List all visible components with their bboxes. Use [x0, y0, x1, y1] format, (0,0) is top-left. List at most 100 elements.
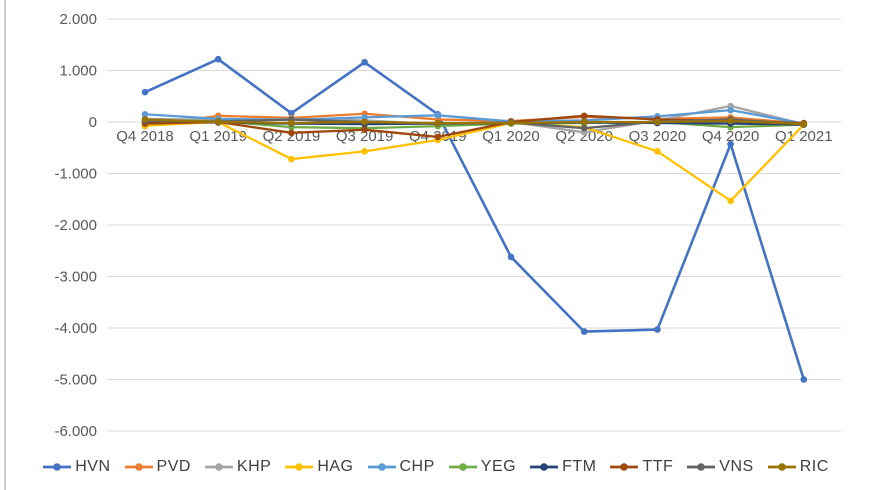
legend-marker-dot — [697, 463, 706, 471]
gridlines — [107, 18, 841, 432]
x-axis-tick-label: Q1 2021 — [775, 128, 833, 145]
data-point-chp — [141, 110, 149, 118]
legend-label: FTM — [562, 458, 597, 475]
legend-marker-dot — [295, 463, 304, 471]
x-axis-tick-label: Q4 2020 — [702, 128, 760, 145]
data-point-hvn — [141, 88, 149, 96]
data-point-hvn — [361, 58, 368, 66]
data-point-ric — [800, 120, 808, 128]
legend-marker-chp — [367, 463, 396, 471]
legend-marker-khp — [204, 463, 233, 471]
legend-label: KHP — [236, 458, 272, 475]
legend-item-ric[interactable]: RIC — [767, 458, 829, 476]
x-axis-tick-label: Q3 2020 — [629, 128, 687, 145]
data-point-ttf — [434, 133, 442, 141]
data-point-ric — [141, 116, 149, 123]
chart-legend: HVN PVD KHP HAG CHP YEG FTM TTF VNS RIC — [0, 451, 871, 483]
legend-item-khp[interactable]: KHP — [204, 458, 271, 476]
data-point-hag — [288, 155, 295, 163]
legend-item-hvn[interactable]: HVN — [42, 458, 110, 476]
data-point-chp — [434, 112, 442, 119]
series-hvn — [141, 55, 808, 383]
y-axis-tick-label: -2.000 — [54, 217, 97, 234]
data-point-ric — [434, 119, 442, 127]
data-point-hvn — [507, 253, 515, 261]
window-edge-line — [4, 0, 6, 490]
legend-item-chp[interactable]: CHP — [367, 458, 435, 476]
data-point-ric — [214, 118, 222, 126]
legend-label: TTF — [642, 458, 674, 475]
y-axis-tick-label: 2.000 — [59, 11, 97, 28]
data-point-ric — [727, 117, 734, 125]
data-point-hvn — [654, 326, 661, 333]
data-point-hvn — [580, 328, 588, 335]
legend-item-hag[interactable]: HAG — [284, 458, 353, 476]
data-point-hvn — [727, 140, 734, 148]
y-axis-labels: 2.000 1.000 0 -1.000 -2.000 -3.000 -4.000 -5.00… — [54, 11, 97, 440]
legend-marker-yeg — [448, 463, 477, 471]
legend-label: RIC — [799, 458, 829, 475]
y-axis-tick-label: 0 — [89, 114, 97, 131]
data-point-ttf — [361, 126, 368, 134]
legend-item-ttf[interactable]: TTF — [609, 458, 673, 476]
data-point-hvn — [214, 55, 222, 63]
legend-marker-dot — [134, 463, 143, 471]
legend-marker-dot — [458, 463, 467, 471]
y-axis-tick-label: -3.000 — [54, 269, 97, 286]
y-axis-tick-label: 1.000 — [59, 63, 97, 80]
y-axis-tick-label: -5.000 — [54, 372, 97, 389]
legend-marker-vns — [687, 463, 716, 471]
data-point-ric — [288, 119, 295, 127]
data-point-ttf — [580, 112, 588, 120]
legend-item-vns[interactable]: VNS — [686, 458, 753, 476]
plot-area: 2.000 1.000 0 -1.000 -2.000 -3.000 -4.000 -5.00… — [54, 11, 841, 440]
data-point-chp — [727, 106, 734, 114]
legend-label: YEG — [480, 458, 517, 475]
legend-label: VNS — [719, 458, 754, 475]
legend-label: PVD — [156, 458, 191, 475]
legend-item-ftm[interactable]: FTM — [529, 458, 596, 476]
series-ric — [141, 116, 808, 128]
x-axis-tick-label: Q1 2019 — [189, 128, 247, 145]
x-axis-tick-label: Q1 2020 — [482, 128, 540, 145]
series-line-ric — [143, 118, 805, 126]
legend-marker-dot — [540, 463, 548, 471]
data-point-hag — [361, 148, 368, 155]
y-axis-tick-label: -1.000 — [54, 166, 97, 183]
data-point-hag — [654, 148, 661, 155]
legend-marker-pvd — [124, 463, 153, 471]
legend-item-yeg[interactable]: YEG — [448, 458, 516, 476]
series-line-hvn — [143, 57, 806, 381]
legend-marker-dot — [777, 463, 786, 471]
legend-marker-dot — [53, 463, 62, 471]
legend-marker-ftm — [530, 463, 559, 471]
data-point-hag — [727, 197, 734, 205]
data-point-hvn — [800, 376, 808, 383]
y-axis-tick-label: -4.000 — [54, 320, 97, 337]
data-point-hvn — [288, 109, 295, 117]
data-point-vns — [580, 124, 588, 132]
data-point-ttf — [288, 129, 295, 137]
series-line-hag — [143, 120, 805, 202]
data-point-chp — [361, 114, 368, 121]
legend-item-pvd[interactable]: PVD — [124, 458, 191, 476]
legend-marker-ttf — [610, 463, 639, 471]
legend-marker-ric — [767, 463, 796, 471]
legend-marker-dot — [215, 463, 223, 471]
data-point-ric — [654, 118, 661, 126]
y-axis-tick-label: -6.000 — [54, 423, 97, 440]
x-axis-tick-label: Q4 2018 — [116, 128, 174, 145]
legend-marker-dot — [620, 463, 629, 471]
legend-label: CHP — [399, 458, 435, 475]
data-point-ric — [507, 119, 515, 127]
data-point-ric — [580, 118, 588, 126]
legend-marker-hag — [285, 463, 314, 471]
data-point-ric — [361, 118, 368, 126]
series-line-pvd — [143, 112, 805, 128]
legend-label: HVN — [75, 458, 111, 475]
legend-marker-dot — [377, 463, 386, 471]
legend-label: HAG — [317, 458, 354, 475]
legend-marker-hvn — [43, 463, 72, 471]
